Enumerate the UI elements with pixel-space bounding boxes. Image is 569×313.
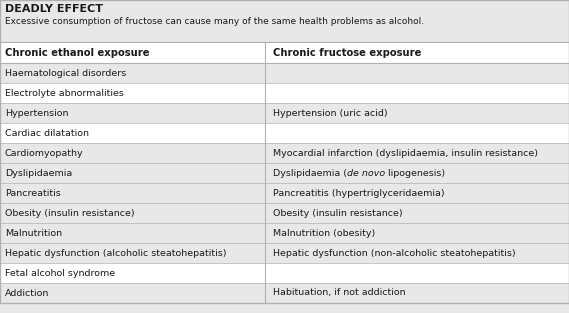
Text: DEADLY EFFECT: DEADLY EFFECT (5, 4, 103, 14)
Bar (265, 203, 569, 223)
Bar (0, 283, 265, 303)
Text: Malnutrition: Malnutrition (5, 228, 62, 238)
Bar (265, 163, 569, 183)
Text: Cardiac dilatation: Cardiac dilatation (5, 129, 89, 137)
Bar (265, 183, 569, 203)
Bar (265, 63, 569, 83)
Bar (265, 123, 569, 143)
Bar (0, 163, 265, 183)
Bar (265, 143, 569, 163)
Text: Excessive consumption of fructose can cause many of the same health problems as : Excessive consumption of fructose can ca… (5, 17, 424, 26)
Bar (265, 83, 569, 103)
Text: Cardiomyopathy: Cardiomyopathy (5, 148, 84, 157)
Bar (0, 63, 265, 83)
Text: de novo: de novo (347, 168, 385, 177)
Text: Obesity (insulin resistance): Obesity (insulin resistance) (5, 208, 135, 218)
Bar (0, 203, 265, 223)
Text: Malnutrition (obesity): Malnutrition (obesity) (273, 228, 375, 238)
Text: Dyslipidaemia (: Dyslipidaemia ( (273, 168, 347, 177)
Text: Hypertension: Hypertension (5, 109, 68, 117)
Text: lipogenesis): lipogenesis) (385, 168, 446, 177)
Bar (265, 103, 569, 123)
Bar (265, 283, 569, 303)
Bar (265, 263, 569, 283)
Bar (265, 223, 569, 243)
Bar (0, 123, 265, 143)
Text: Haematological disorders: Haematological disorders (5, 69, 126, 78)
Text: Obesity (insulin resistance): Obesity (insulin resistance) (273, 208, 403, 218)
Bar (0, 42, 265, 63)
Bar (0, 83, 265, 103)
Bar (0, 223, 265, 243)
Text: Habituation, if not addiction: Habituation, if not addiction (273, 289, 406, 297)
Bar (0, 263, 265, 283)
Bar (0, 183, 265, 203)
Bar (0, 0, 569, 42)
Text: Hypertension (uric acid): Hypertension (uric acid) (273, 109, 387, 117)
Text: Hepatic dysfunction (alcoholic steatohepatitis): Hepatic dysfunction (alcoholic steatohep… (5, 249, 226, 258)
Text: Pancreatitis: Pancreatitis (5, 188, 61, 198)
Text: Fetal alcohol syndrome: Fetal alcohol syndrome (5, 269, 115, 278)
Text: Addiction: Addiction (5, 289, 50, 297)
Text: Myocardial infarction (dyslipidaemia, insulin resistance): Myocardial infarction (dyslipidaemia, in… (273, 148, 538, 157)
Text: Electrolyte abnormalities: Electrolyte abnormalities (5, 89, 124, 98)
Text: Chronic ethanol exposure: Chronic ethanol exposure (5, 48, 150, 58)
Bar (265, 243, 569, 263)
Bar (265, 42, 569, 63)
Bar (0, 143, 265, 163)
Text: Dyslipidaemia: Dyslipidaemia (5, 168, 72, 177)
Bar (0, 103, 265, 123)
Text: Pancreatitis (hypertriglyceridaemia): Pancreatitis (hypertriglyceridaemia) (273, 188, 444, 198)
Text: Chronic fructose exposure: Chronic fructose exposure (273, 48, 422, 58)
Bar (0, 243, 265, 263)
Text: Hepatic dysfunction (non-alcoholic steatohepatitis): Hepatic dysfunction (non-alcoholic steat… (273, 249, 516, 258)
